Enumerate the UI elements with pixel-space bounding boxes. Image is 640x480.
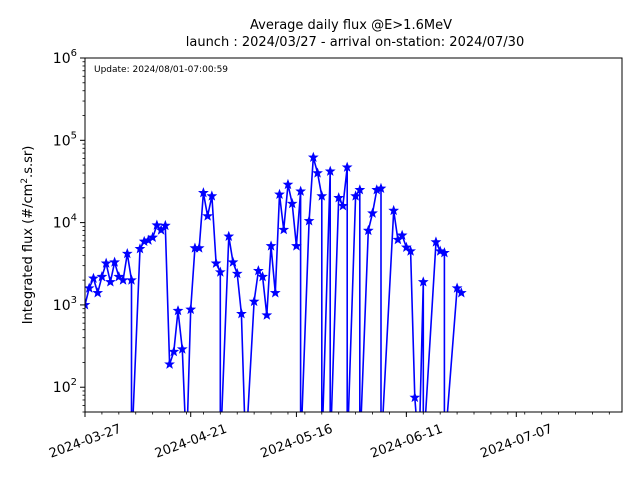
- data-point-marker: [367, 207, 378, 218]
- data-point-marker: [126, 274, 137, 285]
- data-point-marker: [134, 243, 146, 254]
- data-point-marker: [227, 256, 239, 267]
- data-point-marker: [172, 305, 184, 316]
- update-annotation: Update: 2024/08/01-07:00:59: [94, 65, 228, 75]
- data-point-marker: [286, 197, 298, 209]
- data-point-marker: [109, 256, 120, 267]
- data-point-marker: [307, 151, 319, 162]
- data-point-marker: [193, 242, 205, 253]
- data-point-marker: [312, 167, 323, 178]
- data-point-marker: [354, 184, 366, 195]
- data-point-marker: [417, 276, 429, 287]
- data-point-marker: [316, 190, 328, 201]
- data-point-marker: [85, 299, 91, 310]
- data-point-marker: [333, 192, 345, 203]
- y-tick-label: 103: [53, 295, 77, 314]
- data-point-marker: [252, 265, 264, 276]
- data-point-marker: [430, 236, 442, 247]
- data-point-marker: [176, 343, 188, 354]
- data-point-marker: [185, 303, 197, 315]
- data-point-marker: [269, 287, 281, 298]
- y-tick-label: 106: [53, 48, 77, 67]
- data-point-marker: [223, 230, 235, 241]
- data-point-marker: [295, 185, 307, 196]
- y-tick-label: 102: [53, 377, 77, 396]
- data-point-marker: [303, 215, 315, 226]
- y-tick-label: 105: [53, 130, 77, 149]
- data-point-marker: [164, 358, 175, 369]
- data-point-marker: [214, 266, 226, 277]
- data-point-marker: [439, 247, 450, 258]
- chart-subtitle: launch : 2024/03/27 - arrival on-station…: [186, 35, 524, 50]
- data-point-marker: [350, 190, 361, 201]
- data-point-marker: [261, 309, 273, 320]
- y-tick-label: 104: [53, 213, 77, 232]
- data-point-marker: [231, 267, 243, 279]
- data-point-marker: [451, 282, 463, 293]
- chart-title: Average daily flux @E>1.6MeV: [250, 18, 452, 33]
- y-axis: 102 103 104 105 106: [53, 48, 85, 413]
- data-point-marker: [248, 295, 260, 307]
- data-point-marker: [324, 165, 336, 176]
- data-point-marker: [274, 188, 285, 200]
- data-point-marker: [388, 204, 400, 216]
- data-point-marker: [85, 282, 95, 293]
- data-point-marker: [151, 219, 163, 230]
- data-point-marker: [155, 224, 167, 235]
- data-point-marker: [147, 231, 159, 243]
- data-point-marker: [88, 272, 99, 283]
- data-point-marker: [282, 178, 294, 190]
- data-point-marker: [96, 271, 108, 282]
- data-point-marker: [375, 182, 387, 194]
- data-point-marker: [100, 257, 112, 268]
- data-point-marker: [159, 219, 171, 231]
- data-point-marker: [409, 391, 421, 403]
- data-point-marker: [362, 224, 374, 236]
- data-point-marker: [337, 200, 349, 211]
- data-point-marker: [265, 240, 277, 251]
- data-point-marker: [236, 308, 247, 319]
- data-point-marker: [455, 287, 467, 298]
- data-point-marker: [341, 161, 353, 172]
- data-point-marker: [92, 287, 104, 298]
- data-point-marker: [278, 224, 290, 235]
- data-point-marker: [104, 276, 116, 287]
- data-point-marker: [257, 271, 268, 282]
- data-point-marker: [121, 247, 133, 259]
- data-point-marker: [291, 240, 302, 251]
- data-point-marker: [405, 245, 416, 256]
- data-point-marker: [206, 190, 218, 201]
- flux-series: [85, 151, 467, 412]
- data-point-marker: [210, 257, 222, 268]
- data-point-marker: [396, 229, 408, 240]
- y-axis-label: Integrated flux (#/cm2.s.sr): [20, 146, 36, 325]
- data-point-marker: [202, 210, 214, 221]
- data-point-marker: [168, 346, 180, 357]
- data-point-marker: [198, 187, 209, 198]
